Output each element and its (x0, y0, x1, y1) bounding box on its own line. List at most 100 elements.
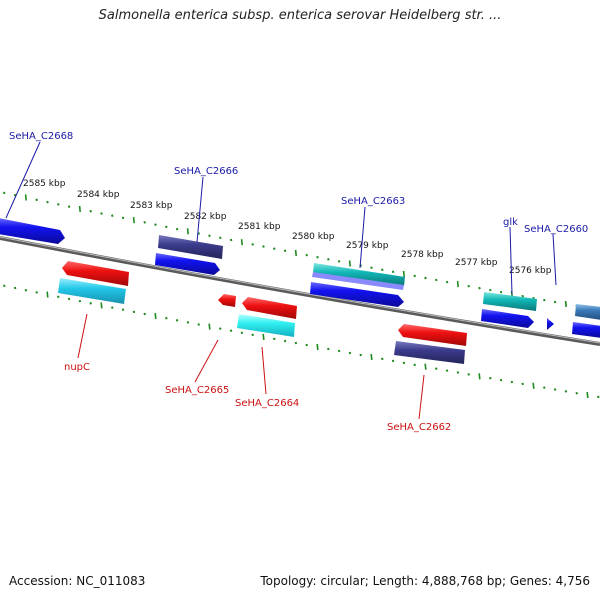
minor-tick (391, 270, 395, 274)
minor-tick (197, 232, 200, 235)
kbp-label: 2582 kbp (184, 212, 227, 222)
genome-backbone-highlight (0, 236, 600, 344)
major-tick (208, 323, 211, 330)
gene-arrow-sehac2663[interactable] (310, 282, 404, 307)
gene-box-sehac2666[interactable] (158, 235, 223, 259)
callout-line (418, 374, 425, 420)
minor-tick (435, 367, 438, 370)
minor-tick (273, 337, 276, 341)
minor-tick (575, 391, 578, 395)
minor-tick (327, 347, 330, 351)
gene-arrow-small[interactable] (547, 318, 554, 330)
upper-tick-track (3, 191, 600, 312)
minor-tick (3, 191, 6, 195)
major-tick (132, 217, 135, 224)
gene-box-sehac2660a[interactable] (575, 304, 600, 320)
forward-genes (0, 218, 600, 338)
gene-label[interactable]: SeHA_C2660 (524, 224, 588, 235)
major-tick (240, 239, 243, 246)
major-tick (586, 391, 589, 399)
minor-tick (78, 299, 82, 303)
gene-label[interactable]: SeHA_C2668 (9, 131, 73, 142)
gene-box-sehac2663b[interactable] (312, 272, 404, 290)
minor-tick (186, 321, 190, 324)
minor-tick (370, 266, 373, 269)
gene-arrow-nupc[interactable] (62, 261, 129, 286)
gene-box-sehac2664[interactable] (237, 314, 295, 337)
minor-tick (132, 310, 136, 314)
minor-tick (359, 353, 362, 357)
gene-label[interactable]: SeHA_C2662 (387, 422, 451, 433)
minor-tick (445, 280, 449, 284)
minor-tick (553, 388, 557, 391)
minor-tick (510, 380, 514, 384)
minor-tick (553, 300, 557, 304)
callout-line (194, 339, 219, 383)
callout-line (509, 226, 513, 295)
gene-box-nupc[interactable] (58, 278, 126, 304)
gene-box-sehac2662[interactable] (394, 341, 465, 364)
minor-tick (316, 255, 319, 259)
major-tick (456, 281, 459, 288)
gene-label[interactable]: SeHA_C2665 (165, 385, 229, 396)
minor-tick (327, 258, 330, 261)
minor-tick (229, 238, 233, 242)
major-tick (402, 270, 405, 277)
genome-stats-label: Topology: circular; Length: 4,888,768 bp… (260, 574, 590, 588)
minor-tick (391, 359, 395, 363)
kbp-label: 2578 kbp (401, 250, 444, 260)
gene-label[interactable]: SeHA_C2663 (341, 196, 405, 207)
gene-arrow-sehac2666b[interactable] (155, 253, 220, 275)
callout-line (359, 206, 366, 269)
gene-label[interactable]: SeHA_C2666 (174, 166, 238, 177)
major-tick (370, 353, 373, 361)
gene-label[interactable]: nupC (64, 362, 90, 373)
kbp-label: 2577 kbp (455, 258, 498, 268)
minor-tick (219, 236, 222, 240)
gene-arrow-glk[interactable] (481, 309, 534, 328)
minor-tick (240, 331, 244, 335)
minor-tick (251, 243, 254, 246)
minor-tick (229, 329, 233, 332)
gene-label[interactable]: SeHA_C2664 (235, 398, 299, 409)
major-tick (532, 382, 535, 389)
minor-tick (283, 249, 287, 253)
genome-backbone (0, 236, 600, 346)
gene-label[interactable]: glk (503, 217, 518, 228)
kbp-label: 2583 kbp (130, 201, 173, 211)
minor-tick (111, 306, 114, 309)
minor-tick (413, 274, 416, 278)
kbp-label: 2579 kbp (346, 241, 389, 251)
gene-box-sehac2660b[interactable] (572, 322, 600, 338)
kbp-label: 2576 kbp (509, 266, 552, 276)
minor-tick (283, 339, 287, 343)
minor-tick (467, 373, 470, 376)
minor-tick (143, 221, 146, 224)
minor-tick (521, 294, 524, 298)
gene-arrow-sehac2668[interactable] (0, 218, 65, 244)
major-tick (564, 300, 567, 308)
gene-arrow-sehac2664[interactable] (242, 297, 297, 319)
minor-tick (597, 395, 600, 399)
gene-box-glk[interactable] (483, 292, 537, 311)
reverse-genes (58, 261, 467, 364)
minor-tick (24, 288, 28, 292)
minor-tick (13, 286, 17, 290)
minor-tick (197, 323, 200, 326)
minor-tick (208, 234, 211, 237)
minor-tick (143, 312, 146, 316)
minor-tick (165, 225, 168, 229)
major-tick (424, 363, 427, 370)
major-tick (154, 313, 157, 320)
minor-tick (219, 327, 222, 330)
minor-tick (456, 371, 460, 374)
minor-tick (489, 288, 492, 292)
accession-label: Accession: NC_011083 (9, 574, 146, 588)
major-tick (478, 373, 481, 380)
gene-arrow-sehac2665[interactable] (218, 294, 236, 307)
minor-tick (521, 382, 524, 386)
gene-arrow-sehac2662[interactable] (398, 324, 467, 346)
kbp-label: 2585 kbp (23, 179, 66, 189)
gene-box-sehac2663a[interactable] (313, 263, 405, 286)
